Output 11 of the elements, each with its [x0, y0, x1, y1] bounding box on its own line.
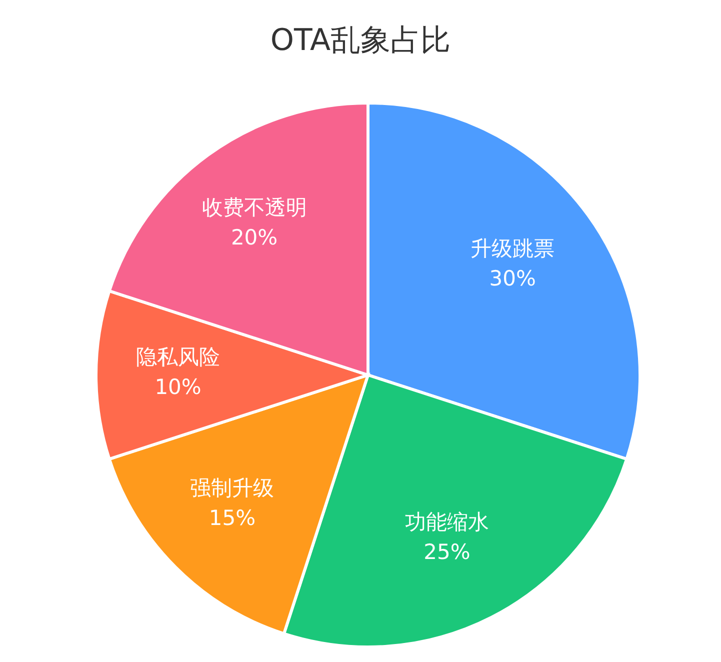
data-label: 20%	[230, 225, 278, 250]
slice-label: 升级跳票	[470, 236, 555, 260]
slice-label: 隐私风险	[136, 345, 220, 369]
chart-title: OTA乱象占比	[269, 22, 452, 60]
slice-label: 收费不透明	[202, 195, 307, 220]
data-label: 15%	[208, 506, 256, 530]
slice-label: 强制升级	[190, 476, 274, 500]
data-label: 30%	[489, 266, 536, 290]
data-label: 25%	[424, 540, 470, 564]
slice-label: 功能缩水	[404, 510, 489, 534]
data-label: 10%	[154, 375, 202, 399]
